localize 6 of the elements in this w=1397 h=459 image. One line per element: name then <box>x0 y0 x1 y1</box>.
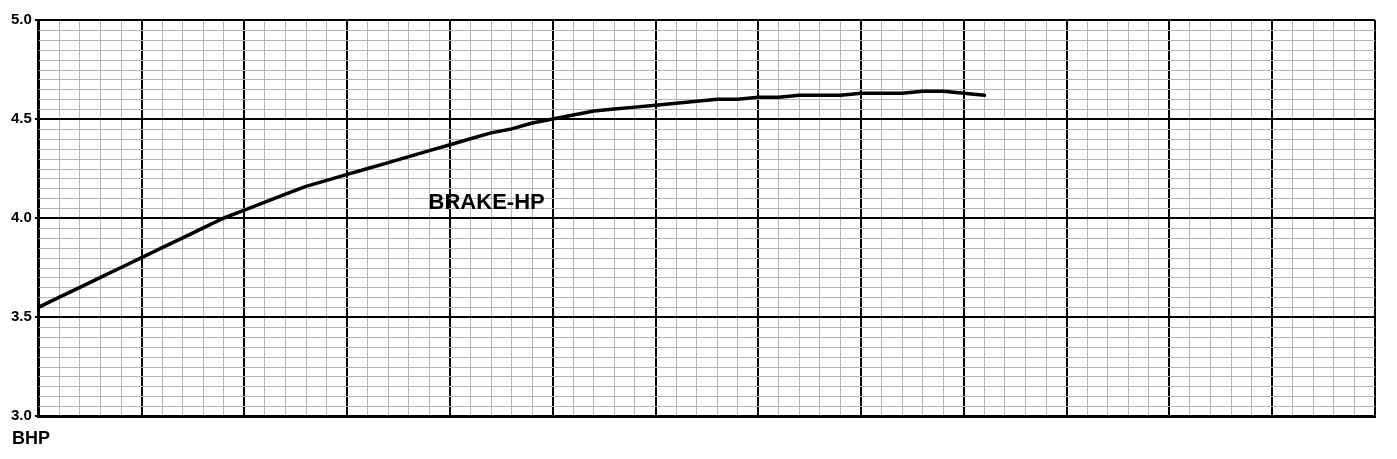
y-tick-label: 3.0 <box>10 406 32 424</box>
y-tick-label: 3.5 <box>10 307 32 325</box>
y-tick-label: 4.5 <box>10 109 32 127</box>
y-tick-label: 4.0 <box>10 208 32 226</box>
text: BHP <box>12 428 51 449</box>
y-tick-label: 5.0 <box>10 10 32 28</box>
